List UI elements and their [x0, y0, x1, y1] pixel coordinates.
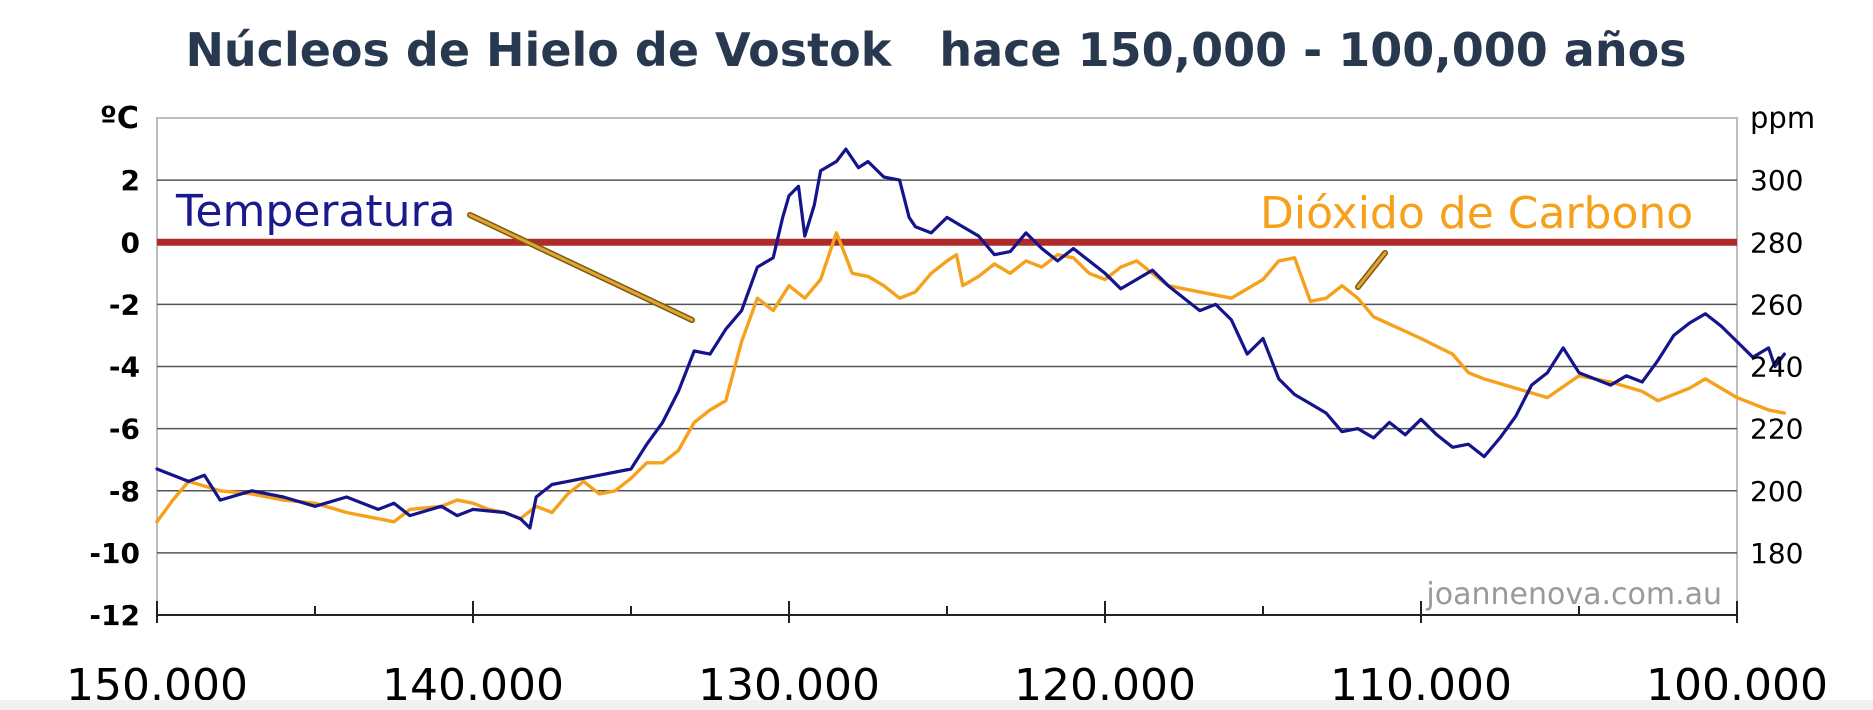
y-right-tick-label: 200 — [1750, 475, 1803, 508]
temperature-series-line — [155, 147, 1786, 530]
watermark-text: joannenova.com.au — [1425, 577, 1722, 612]
temperature-label: Temperatura — [175, 186, 456, 237]
y-left-tick-label: 0 — [121, 226, 140, 259]
y-left-tick-label: -6 — [109, 413, 140, 446]
y-left-tick-label: -10 — [89, 537, 140, 570]
y-left-tick-label: -4 — [109, 351, 140, 384]
co2-label: Dióxido de Carbono — [1260, 188, 1693, 239]
y-left-unit-label: ºC — [100, 101, 139, 136]
y-left-ticks: 2 0 -2 -4 -6 -8 -10 -12 — [89, 164, 140, 632]
y-right-tick-label: 280 — [1750, 226, 1803, 259]
y-right-tick-label: 240 — [1750, 351, 1803, 384]
co2-pointer-line — [1355, 250, 1388, 290]
y-right-ticks: 300 280 260 240 220 200 180 — [1750, 164, 1803, 570]
y-right-unit-label: ppm — [1750, 101, 1815, 135]
y-right-tick-label: 260 — [1750, 288, 1803, 321]
y-left-tick-label: 2 — [121, 164, 140, 197]
chart-title: Núcleos de Hielo de Vostok hace 150,000 … — [185, 23, 1686, 77]
plot-area — [155, 117, 1787, 623]
footer-strip — [0, 700, 1873, 710]
temperature-pointer-line — [467, 212, 695, 323]
x-axis — [156, 601, 1738, 623]
series-group — [155, 147, 1787, 530]
y-left-tick-label: -12 — [89, 599, 140, 632]
y-left-tick-label: -8 — [109, 475, 140, 508]
y-left-tick-label: -2 — [109, 288, 140, 321]
y-right-tick-label: 180 — [1750, 537, 1803, 570]
y-right-tick-label: 220 — [1750, 413, 1803, 446]
y-right-tick-label: 300 — [1750, 164, 1803, 197]
